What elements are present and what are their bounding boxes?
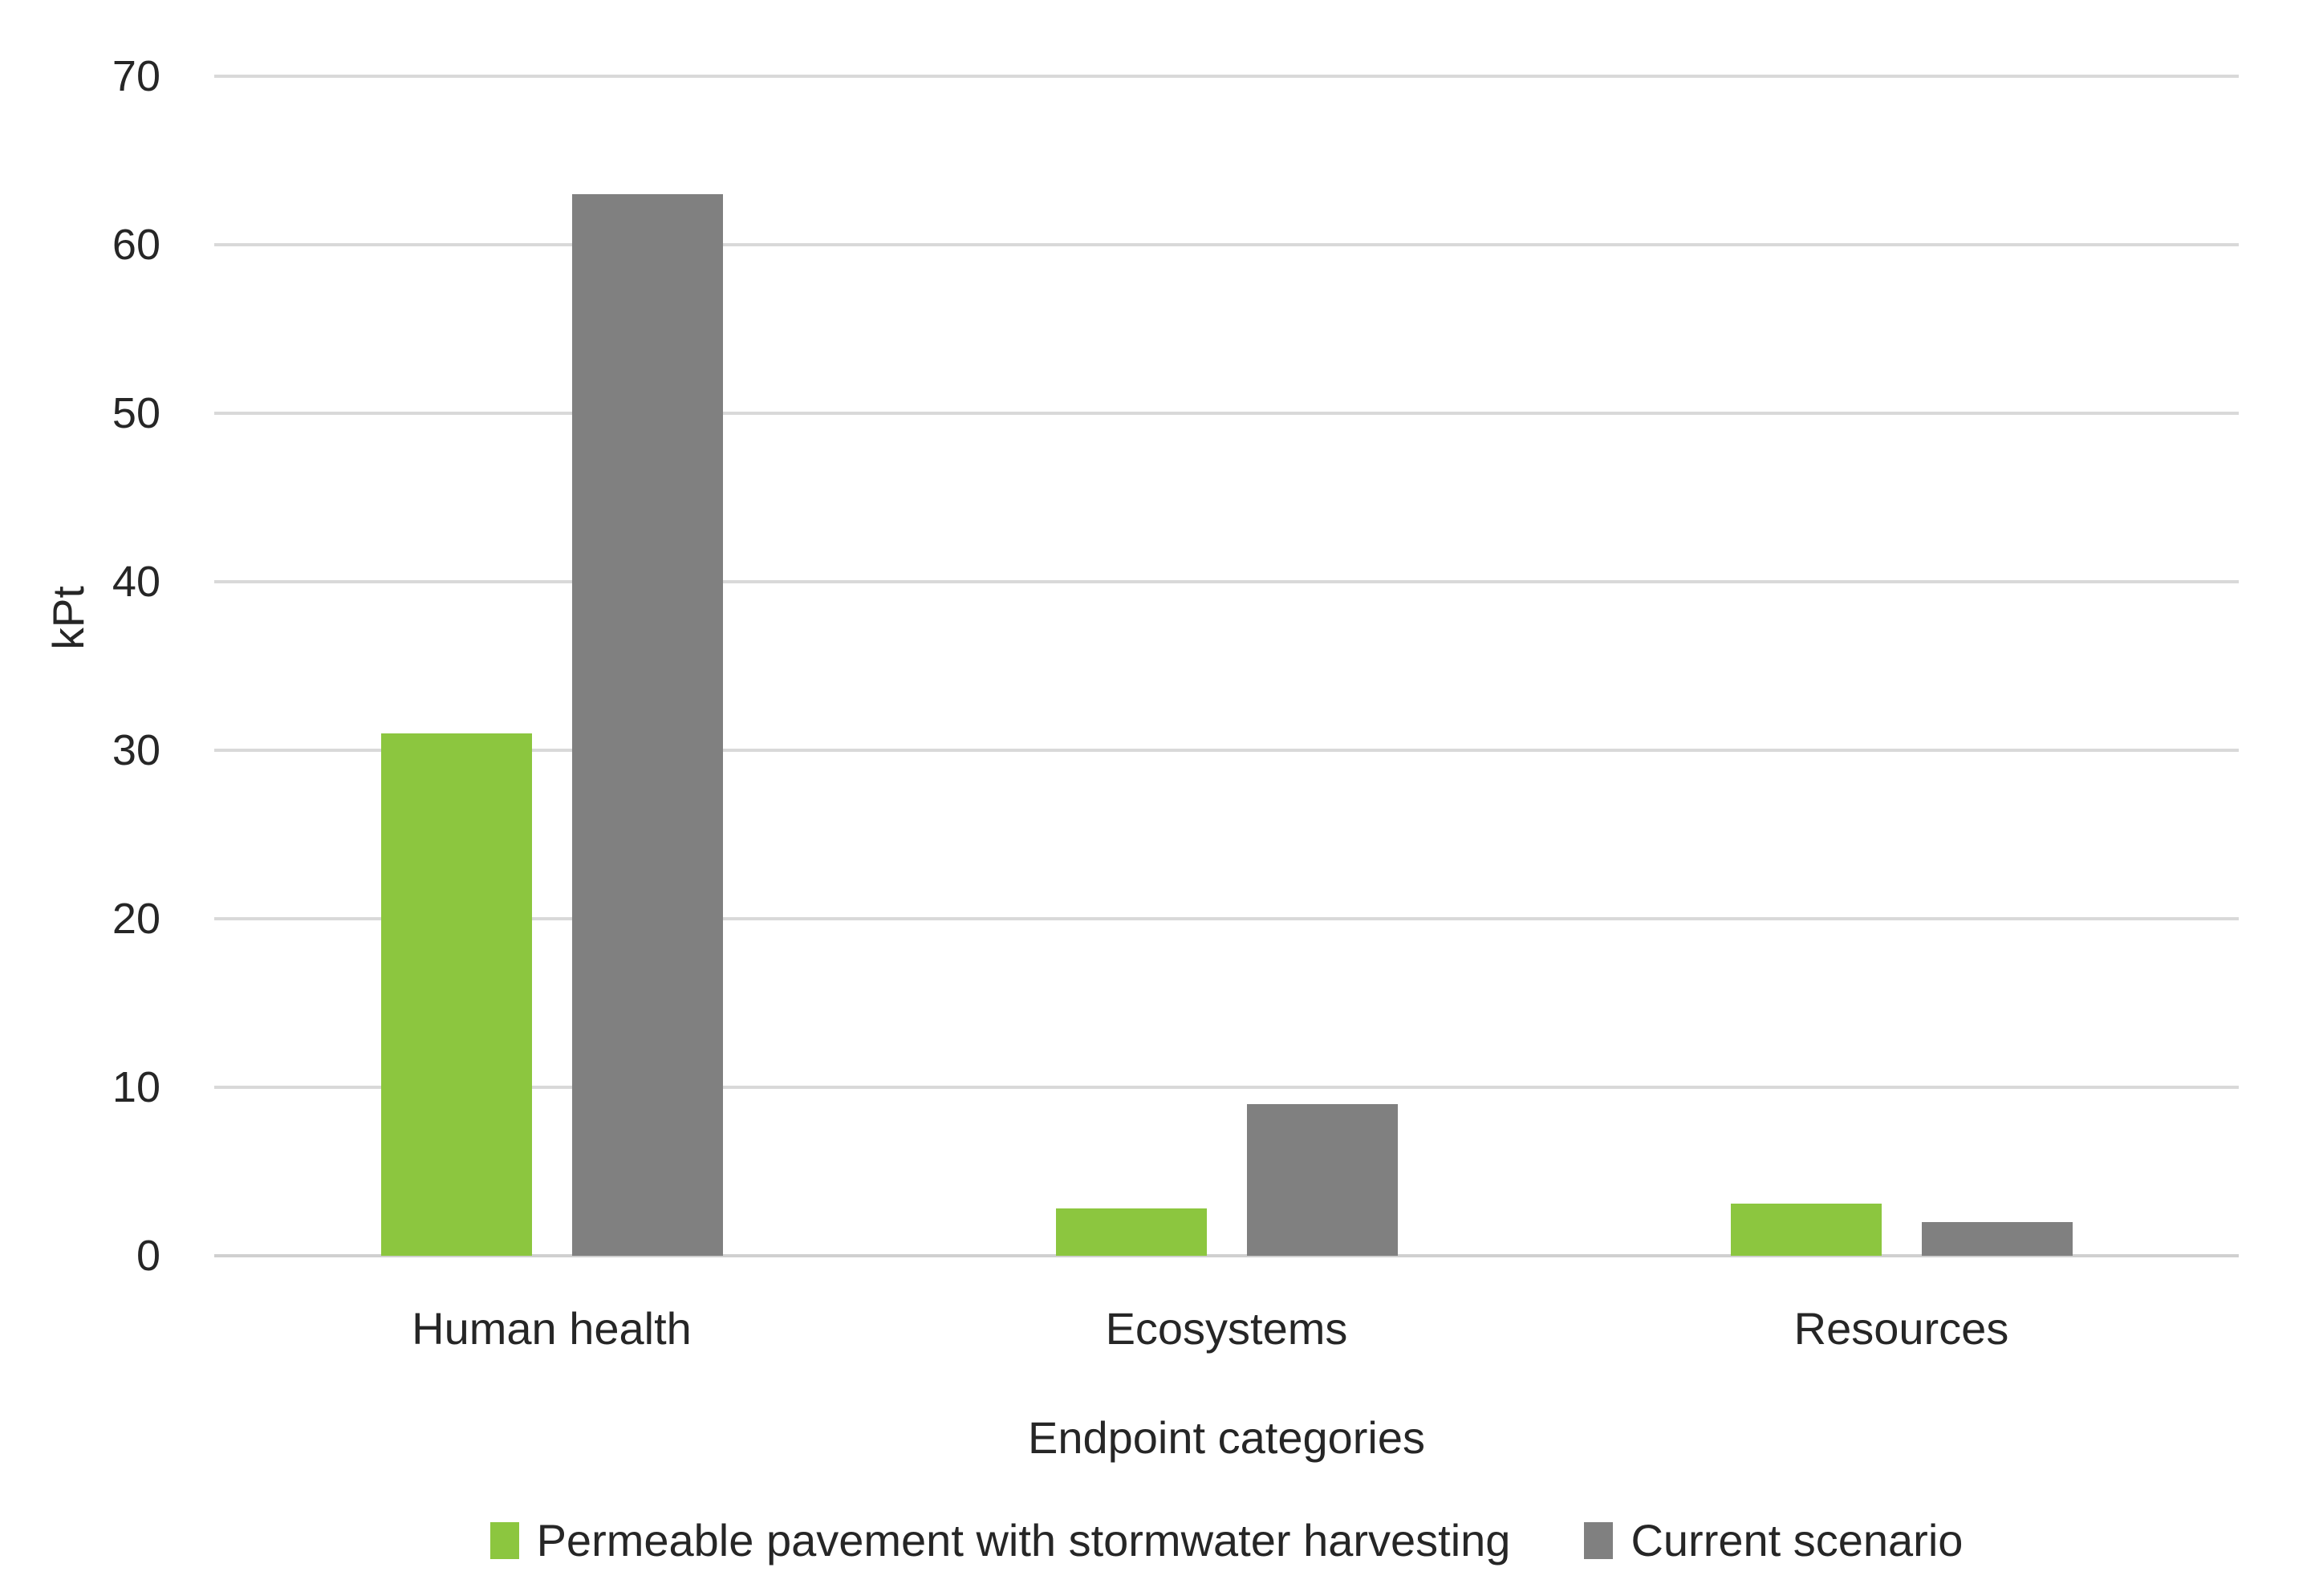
x-axis-title: Endpoint categories: [1027, 1412, 1425, 1463]
bar-current-resources: [1921, 1222, 2073, 1256]
y-tick-label-30: 30: [112, 726, 160, 774]
x-axis-line: [214, 1254, 2239, 1257]
y-tick-label-20: 20: [112, 895, 160, 943]
y-tick-label-50: 50: [112, 389, 160, 437]
y-tick-label-10: 10: [112, 1063, 160, 1111]
y-tick-label-60: 60: [112, 221, 160, 269]
gridline-60: [214, 243, 2239, 246]
bar-current-ecosystems: [1246, 1104, 1398, 1256]
gridline-30: [214, 749, 2239, 752]
gridline-10: [214, 1086, 2239, 1089]
gridline-40: [214, 580, 2239, 583]
x-category-label-resources: Resources: [1793, 1303, 2009, 1354]
legend-label-permeable-pavement: Permeable pavement with stormwater harve…: [536, 1515, 1511, 1566]
bar-permeable-ecosystems: [1055, 1208, 1207, 1256]
legend-item-permeable-pavement: Permeable pavement with stormwater harve…: [489, 1512, 1511, 1570]
gridline-20: [214, 917, 2239, 920]
gridline-50: [214, 412, 2239, 415]
bar-permeable-human-health: [380, 733, 532, 1256]
bar-current-human-health: [571, 194, 723, 1256]
y-tick-label-70: 70: [112, 52, 160, 100]
legend: Permeable pavement with stormwater harve…: [214, 1512, 2239, 1570]
gridline-70: [214, 75, 2239, 78]
legend-item-current-scenario: Current scenario: [1584, 1512, 1963, 1570]
x-category-label-human-health: Human health: [412, 1303, 692, 1354]
legend-label-current-scenario: Current scenario: [1631, 1515, 1964, 1566]
x-category-label-ecosystems: Ecosystems: [1105, 1303, 1348, 1354]
bar-permeable-resources: [1730, 1203, 1882, 1256]
y-tick-label-40: 40: [112, 558, 160, 606]
legend-swatch-gray-icon: [1584, 1522, 1614, 1559]
legend-swatch-green-icon: [489, 1522, 519, 1559]
y-tick-label-0: 0: [136, 1232, 160, 1280]
